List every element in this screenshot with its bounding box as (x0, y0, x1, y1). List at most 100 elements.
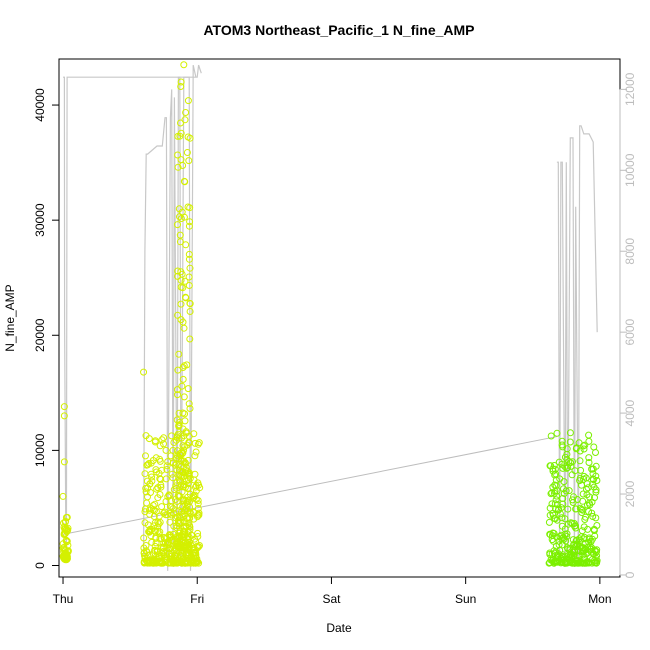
scatter-point-c3-296 (566, 429, 574, 437)
scatter-point-c3-229 (545, 518, 553, 526)
scatter-point-c2-108 (176, 520, 183, 527)
scatter-point-c1-409 (143, 477, 151, 485)
scatter-point-c2-9 (185, 222, 193, 230)
scatter-point-c3-233 (560, 485, 567, 493)
scatter-point-c1-253 (191, 452, 199, 460)
scatter-point-c2-66 (177, 316, 185, 324)
scatter-point-c2-155 (173, 534, 181, 542)
scatter-point-c2-104 (183, 514, 191, 522)
scatter-point-c2-103 (186, 335, 194, 343)
scatter-point-c2-130 (185, 157, 193, 165)
scatter-point-c1-404 (163, 556, 171, 564)
scatter-point-c1-393 (184, 559, 192, 567)
scatter-point-c3-31 (579, 490, 587, 498)
scatter-point-c3-315 (561, 515, 569, 523)
scatter-point-c1-388 (163, 553, 171, 561)
scatter-point-c2-152 (182, 429, 190, 437)
scatter-point-c3-262 (567, 519, 575, 527)
scatter-point-c2-172 (186, 490, 194, 498)
scatter-point-c1-236 (195, 439, 203, 447)
scatter-point-c2-154 (179, 409, 187, 417)
scatter-point-c3-131 (576, 457, 584, 465)
scatter-point-c3-195 (590, 525, 598, 533)
scatter-point-c3-269 (590, 476, 597, 484)
y2-tick-label-3: 6000 (623, 318, 637, 345)
scatter-point-c1-13 (194, 500, 202, 508)
scatter-point-c1-194 (173, 460, 180, 468)
scatter-point-c1-14 (169, 474, 177, 482)
scatter-point-c3-295 (573, 557, 581, 564)
scatter-point-c2-88 (175, 507, 183, 515)
scatter-point-c1-389 (196, 484, 204, 492)
scatter-point-c3-308 (555, 458, 563, 466)
scatter-point-c3-310 (593, 559, 601, 566)
scatter-point-c1-127 (143, 499, 151, 507)
scatter-point-c2-90 (184, 496, 192, 504)
scatter-point-c2-111 (175, 409, 183, 417)
scatter-point-c2-170 (186, 218, 194, 226)
scatter-point-c2-38 (179, 375, 187, 383)
scatter-point-c1-156 (194, 533, 202, 540)
scatter-point-c3-170 (580, 547, 588, 555)
scatter-point-c3-248 (555, 505, 563, 513)
x-tick-label-1: Fri (190, 592, 204, 606)
scatter-point-c3-316 (553, 533, 561, 541)
scatter-point-c3-258 (552, 548, 560, 556)
scatter-point-c2-23 (184, 385, 192, 393)
scatter-point-c1-342 (156, 457, 164, 465)
scatter-point-c1-60 (156, 475, 164, 483)
scatter-point-c3-297 (588, 509, 596, 517)
scatter-point-c1-353 (156, 491, 164, 498)
scatter-point-c2-7 (174, 391, 181, 399)
scatter-point-c3-61 (578, 509, 586, 516)
scatter-point-c2-151 (186, 204, 194, 212)
scatter-point-c2-162 (184, 97, 192, 105)
scatter-point-c1-202 (171, 559, 179, 567)
scatter-point-c2-147 (182, 497, 190, 505)
scatter-point-c3-313 (546, 504, 554, 512)
x-axis-label: Date (326, 621, 352, 635)
scatter-point-c1-403 (194, 479, 202, 487)
scatter-point-c1-267 (160, 540, 168, 547)
y-tick-label-2: 20000 (33, 318, 47, 352)
scatter-point-c1-300 (168, 503, 176, 511)
scatter-point-c1-179 (194, 529, 202, 537)
scatter-point-c2-51 (180, 213, 188, 221)
scatter-point-c3-311 (549, 465, 557, 473)
scatter-point-c3-302 (589, 513, 597, 520)
scatter-point-c1-378 (146, 527, 154, 535)
scatter-point-c2-122 (183, 361, 191, 369)
y2-tick-label-5: 10000 (623, 153, 637, 187)
scatter-point-c0-57 (59, 552, 67, 560)
scatter-point-c1-352 (195, 543, 203, 551)
scatter-point-c3-265 (566, 558, 574, 566)
scatter-point-c1-143 (160, 440, 167, 448)
scatter-point-c1-272 (170, 439, 178, 446)
scatter-point-c3-118 (547, 490, 555, 498)
scatter-point-c3-214 (580, 559, 588, 567)
scatter-point-c1-290 (140, 534, 148, 542)
scatter-point-c1-416 (150, 513, 158, 520)
scatter-point-c3-135 (580, 442, 587, 450)
y2-tick-label-1: 2000 (623, 480, 637, 507)
scatter-point-c2-167 (180, 177, 188, 185)
scatter-point-c2-153 (179, 468, 187, 476)
scatter-point-c1-333 (144, 521, 152, 529)
scatter-point-c2-106 (180, 393, 188, 401)
scatter-outlier-0 (60, 403, 68, 411)
scatter-point-c1-334 (164, 493, 172, 501)
scatter-point-c3-291 (550, 547, 558, 555)
scatter-point-c0-50 (62, 537, 70, 545)
scatter-point-c2-99 (173, 386, 181, 394)
y2-tick-label-2: 4000 (623, 399, 637, 426)
scatter-point-c2-60 (177, 300, 185, 308)
scatter-outlier-4 (140, 368, 148, 376)
scatter-point-c1-399 (180, 446, 188, 454)
scatter-point-c3-193 (552, 496, 560, 504)
scatter-point-c1-413 (166, 531, 173, 539)
scatter-point-c1-386 (140, 559, 148, 567)
scatter-point-c2-126 (177, 283, 185, 291)
scatter-point-c3-253 (585, 559, 593, 567)
scatter-point-c1-165 (148, 473, 156, 481)
scatter-point-c1-245 (179, 442, 187, 450)
